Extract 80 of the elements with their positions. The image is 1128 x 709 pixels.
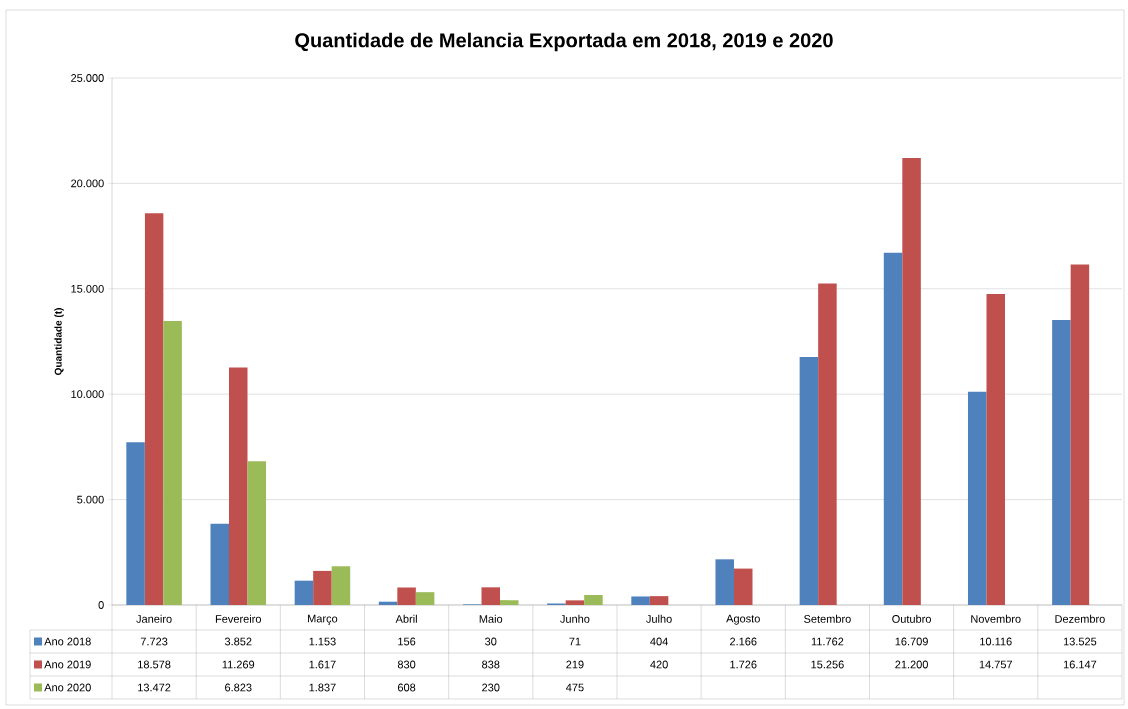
bar (247, 461, 267, 605)
x-tick-label: Maio (479, 614, 503, 623)
data-label: 14.757 (979, 660, 1013, 669)
data-label: 1.726 (730, 660, 757, 669)
data-label: 420 (650, 660, 668, 669)
data-label: 7.723 (140, 637, 168, 646)
y-tick-label: 5.000 (77, 495, 104, 504)
x-tick-label: Dezembro (1055, 614, 1105, 623)
data-label: 2.166 (730, 637, 757, 646)
data-label: 830 (397, 660, 416, 669)
legend-label: Ano 2019 (44, 660, 91, 669)
data-label: 6.823 (225, 683, 252, 692)
data-label: 30 (485, 637, 497, 646)
bar (294, 580, 314, 605)
data-label: 71 (569, 637, 581, 646)
legend-label: Ano 2018 (44, 637, 91, 646)
bar (126, 442, 145, 605)
bar (144, 213, 164, 605)
x-tick-label: Janeiro (136, 614, 172, 623)
bar (210, 523, 229, 605)
data-label: 838 (482, 660, 500, 669)
x-tick-label: Março (308, 614, 338, 625)
bar (565, 600, 585, 605)
y-tick-label: 25.000 (71, 74, 104, 82)
data-label: 608 (397, 683, 416, 692)
data-label: 21.200 (895, 660, 928, 669)
bar (331, 566, 351, 605)
data-label: 16.147 (1063, 660, 1097, 669)
x-tick-label: Abril (395, 614, 417, 623)
data-label: 219 (566, 660, 584, 669)
x-tick-label: Novembro (971, 614, 1021, 623)
x-tick-label: Fevereiro (215, 614, 262, 623)
y-tick-label: 0 (98, 601, 104, 609)
bar (397, 587, 416, 605)
data-label: 18.578 (138, 660, 171, 669)
legend-label: Ano 2020 (44, 683, 91, 692)
y-tick-label: 20.000 (71, 179, 104, 188)
bar (163, 321, 182, 605)
data-label: 13.525 (1063, 637, 1097, 646)
bar (1052, 319, 1071, 605)
bar (967, 391, 987, 605)
bar (715, 559, 734, 605)
bar (313, 570, 332, 605)
data-label: 475 (566, 683, 584, 692)
bar (799, 357, 819, 605)
x-tick-label: Outubro (892, 614, 931, 623)
bar (229, 367, 248, 605)
data-label: 156 (398, 637, 416, 646)
bar (733, 568, 753, 605)
data-label: 15.256 (811, 660, 844, 669)
data-label: 10.116 (980, 637, 1012, 646)
bar (986, 293, 1005, 605)
bar (500, 600, 519, 605)
data-label: 16.709 (895, 637, 928, 646)
x-tick-label: Setembro (804, 614, 851, 623)
data-label: 404 (650, 637, 668, 646)
data-label: 11.269 (222, 660, 255, 669)
bar (481, 587, 501, 605)
data-label: 11.762 (811, 637, 844, 646)
data-label: 13.472 (138, 683, 171, 692)
y-tick-label: 10.000 (71, 390, 104, 399)
x-tick-label: Junho (560, 614, 590, 623)
bar (883, 252, 903, 605)
chart-title: Quantidade de Melancia Exportada em 2018, 2019 e 2020 (295, 32, 833, 52)
bar (649, 596, 669, 605)
y-axis-title: Quantidade (t) (54, 308, 64, 375)
bar (584, 594, 603, 605)
x-tick-label: Agosto (726, 614, 760, 625)
data-label: 230 (482, 683, 500, 692)
bar (818, 283, 837, 605)
bar (902, 158, 921, 605)
bar (1070, 264, 1090, 605)
data-label: 3.852 (224, 637, 252, 646)
x-tick-label: Julho (646, 614, 672, 623)
data-label: 1.837 (309, 683, 336, 692)
y-tick-label: 15.000 (71, 284, 104, 293)
bar (631, 596, 650, 605)
data-label: 1.617 (309, 660, 336, 669)
data-label: 1.153 (309, 637, 336, 646)
bar (415, 592, 435, 605)
